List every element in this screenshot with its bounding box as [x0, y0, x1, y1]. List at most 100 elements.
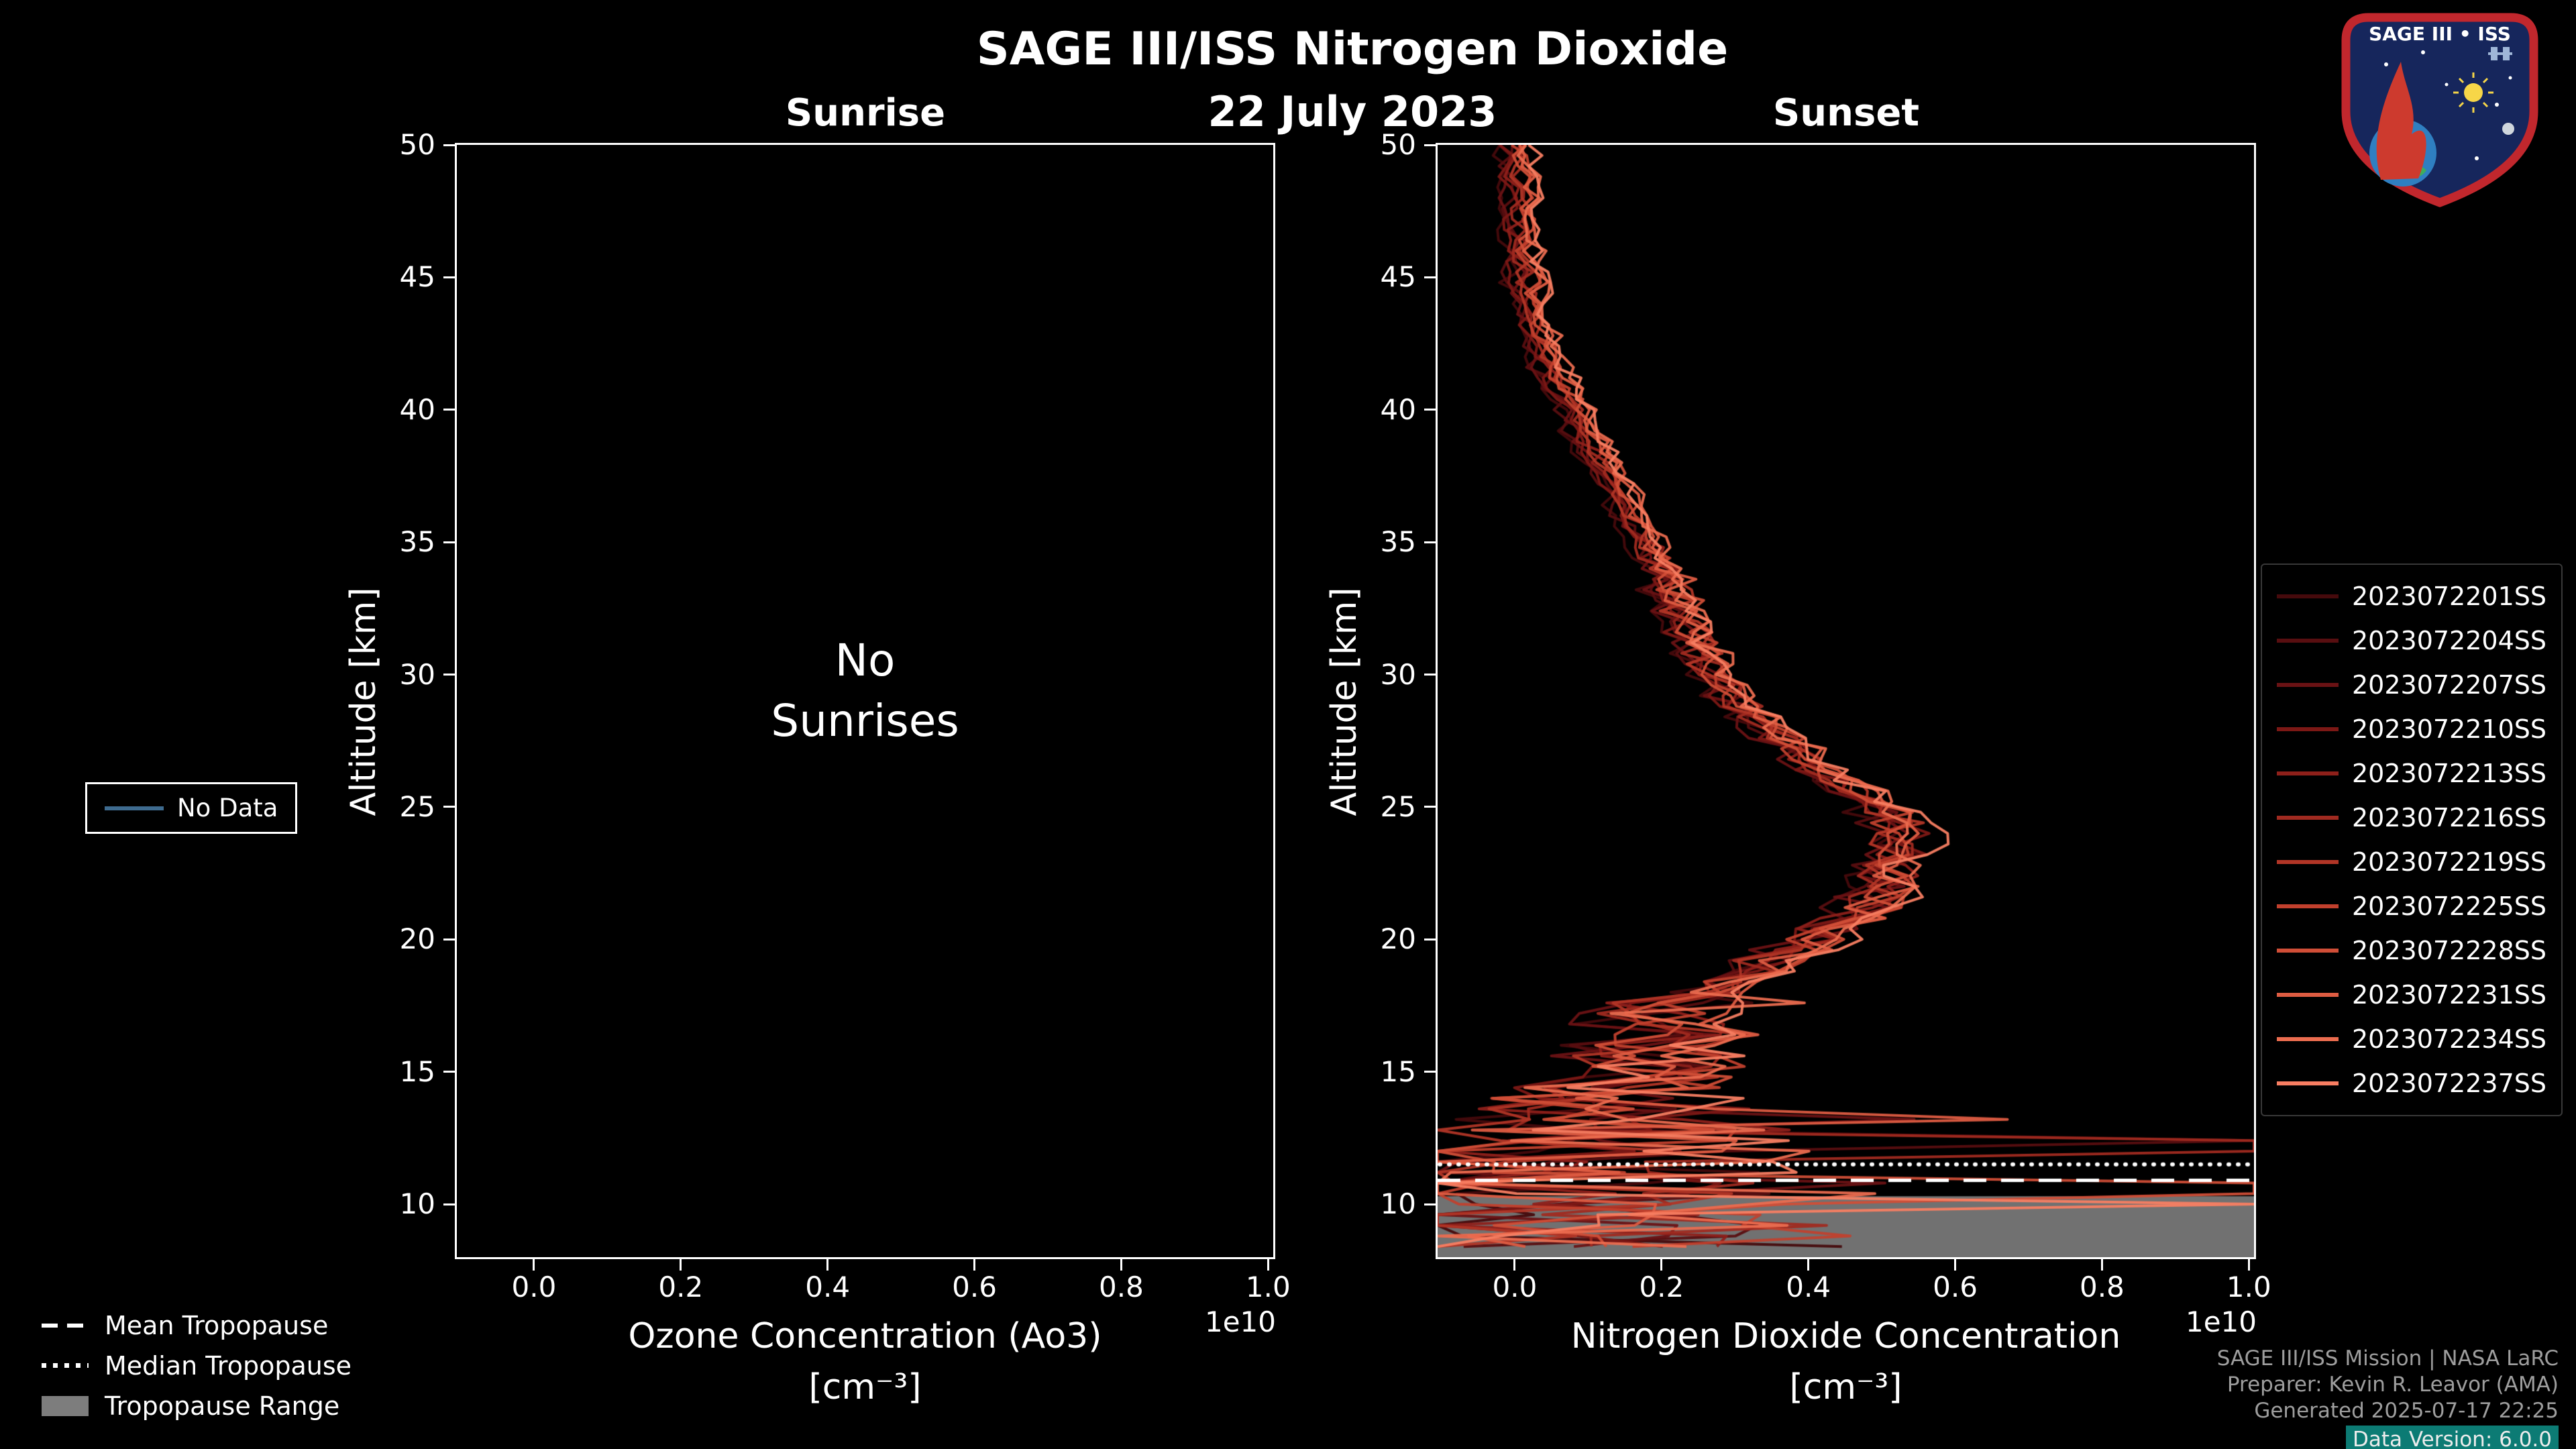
x-axis-tick: [973, 1259, 976, 1271]
x-axis-tick-label: 1.0: [1245, 1271, 1291, 1303]
x-axis-tick-label: 0.8: [2080, 1271, 2125, 1303]
series-color-swatch: [2277, 727, 2339, 731]
series-color-swatch: [2277, 949, 2339, 953]
series-label: 2023072201SS: [2352, 582, 2547, 611]
series-legend-item: 2023072237SS: [2277, 1061, 2546, 1106]
y-axis-tick: [1424, 276, 1436, 278]
y-axis-tick-label: 25: [1380, 790, 1416, 823]
x-axis-offset-right: 1e10: [2185, 1305, 2257, 1338]
series-label: 2023072225SS: [2352, 892, 2547, 921]
series-label: 2023072234SS: [2352, 1024, 2547, 1054]
x-axis-tick-label: 0.6: [952, 1271, 997, 1303]
y-axis-tick: [1424, 409, 1436, 411]
y-axis-tick-label: 20: [399, 922, 435, 956]
y-axis-tick: [443, 1071, 455, 1073]
y-axis-tick-label: 45: [1380, 260, 1416, 294]
range-box-swatch: [42, 1395, 89, 1416]
y-axis-tick-label: 25: [399, 790, 435, 823]
y-axis-tick-label: 35: [399, 525, 435, 559]
x-axis-unit-right: [cm⁻³]: [1789, 1367, 1902, 1407]
x-axis-tick: [1267, 1259, 1269, 1271]
y-axis-tick: [1424, 938, 1436, 941]
y-axis-tick-label: 50: [399, 128, 435, 161]
x-axis-label-left: Ozone Concentration (Ao3) [cm⁻³]: [455, 1311, 1275, 1413]
page-title: SAGE III/ISS Nitrogen Dioxide: [976, 23, 1729, 76]
x-axis-tick: [2100, 1259, 2103, 1271]
series-color-swatch: [2277, 683, 2339, 687]
no-data-legend: No Data: [85, 782, 298, 834]
dotted-line-swatch: [42, 1363, 89, 1368]
y-axis-tick: [1424, 1203, 1436, 1205]
no-sunrises-line1: No: [835, 635, 896, 686]
x-axis-tick-label: 0.2: [1639, 1271, 1684, 1303]
y-axis-tick-label: 30: [399, 657, 435, 691]
x-axis-tick-label: 1.0: [2226, 1271, 2271, 1303]
series-color-swatch: [2277, 1037, 2339, 1041]
no-data-label: No Data: [177, 794, 278, 822]
x-axis-tick: [1513, 1259, 1516, 1271]
series-color-swatch: [2277, 1081, 2339, 1085]
x-axis-tick-label: 0.6: [1933, 1271, 1978, 1303]
x-axis-tick: [533, 1259, 535, 1271]
no-data-line-swatch: [105, 806, 164, 810]
x-axis-label-right: Nitrogen Dioxide Concentration [cm⁻³]: [1436, 1311, 2256, 1413]
series-label: 2023072219SS: [2352, 847, 2547, 877]
y-axis-tick: [1424, 144, 1436, 146]
x-axis-label-right-text: Nitrogen Dioxide Concentration: [1570, 1316, 2121, 1356]
series-label: 2023072228SS: [2352, 936, 2547, 965]
y-axis-tick: [1424, 541, 1436, 543]
y-axis-tick: [1424, 806, 1436, 808]
no-sunrises-annotation: No Sunrises: [457, 631, 1273, 751]
x-axis-tick: [680, 1259, 682, 1271]
y-axis-tick-label: 10: [399, 1187, 435, 1221]
tropopause-range-legend-item: Tropopause Range: [42, 1390, 352, 1421]
series-legend-item: 2023072204SS: [2277, 619, 2546, 663]
x-axis-tick-label: 0.4: [1786, 1271, 1831, 1303]
series-legend-item: 2023072213SS: [2277, 751, 2546, 796]
y-axis-tick-label: 50: [1380, 128, 1416, 161]
no-sunrises-line2: Sunrises: [771, 695, 959, 747]
x-axis-tick: [2247, 1259, 2250, 1271]
mission-credit: SAGE III/ISS Mission | NASA LaRC: [2216, 1346, 2559, 1371]
x-axis-tick-label: 0.4: [805, 1271, 851, 1303]
y-axis-tick-label: 15: [399, 1055, 435, 1088]
logo-title: SAGE III • ISS: [2369, 23, 2511, 45]
median-tropopause-label: Median Tropopause: [105, 1350, 352, 1381]
y-axis-tick-label: 35: [1380, 525, 1416, 559]
x-axis-offset-left: 1e10: [1204, 1305, 1276, 1338]
y-axis-tick-label: 30: [1380, 657, 1416, 691]
series-color-swatch: [2277, 904, 2339, 908]
y-axis-tick: [443, 409, 455, 411]
x-axis-tick: [1954, 1259, 1957, 1271]
series-legend: 2023072201SS 2023072204SS 2023072207SS 2023…: [2261, 564, 2563, 1116]
mean-tropopause-label: Mean Tropopause: [105, 1310, 329, 1340]
data-version-badge: Data Version: 6.0.0: [2345, 1426, 2559, 1449]
tropopause-legend: Mean Tropopause Median Tropopause Tropop…: [42, 1309, 352, 1430]
x-axis-tick-label: 0.2: [658, 1271, 704, 1303]
logo-moon-icon: [2502, 123, 2514, 135]
logo-iss-icon: [2488, 47, 2512, 60]
series-color-swatch: [2277, 639, 2339, 643]
series-color-swatch: [2277, 993, 2339, 997]
x-axis-unit-left: [cm⁻³]: [808, 1367, 922, 1407]
x-axis-tick: [1120, 1259, 1122, 1271]
x-axis-tick: [826, 1259, 829, 1271]
series-label: 2023072210SS: [2352, 714, 2547, 744]
x-axis-tick-label: 0.8: [1099, 1271, 1144, 1303]
y-axis-tick: [443, 276, 455, 278]
y-axis-tick: [1424, 1071, 1436, 1073]
logo-shield: [2341, 13, 2538, 207]
series-color-swatch: [2277, 771, 2339, 775]
y-axis-tick: [443, 938, 455, 941]
y-axis-tick-label: 20: [1380, 922, 1416, 956]
tropopause-range-label: Tropopause Range: [105, 1391, 340, 1421]
y-axis-label-left: Altitude [km]: [343, 587, 384, 816]
series-label: 2023072204SS: [2352, 626, 2547, 655]
y-axis-label-right: Altitude [km]: [1324, 587, 1364, 816]
sunrise-plot-area: No Sunrises 1e10 50 45 40 35 30 25 20 15 10 0.0 0.…: [400, 128, 1291, 1338]
y-axis-tick: [1424, 674, 1436, 676]
preparer-credit: Preparer: Kevin R. Leavor (AMA): [2226, 1373, 2559, 1397]
y-axis-tick: [443, 144, 455, 146]
y-axis-tick-label: 40: [399, 392, 435, 426]
